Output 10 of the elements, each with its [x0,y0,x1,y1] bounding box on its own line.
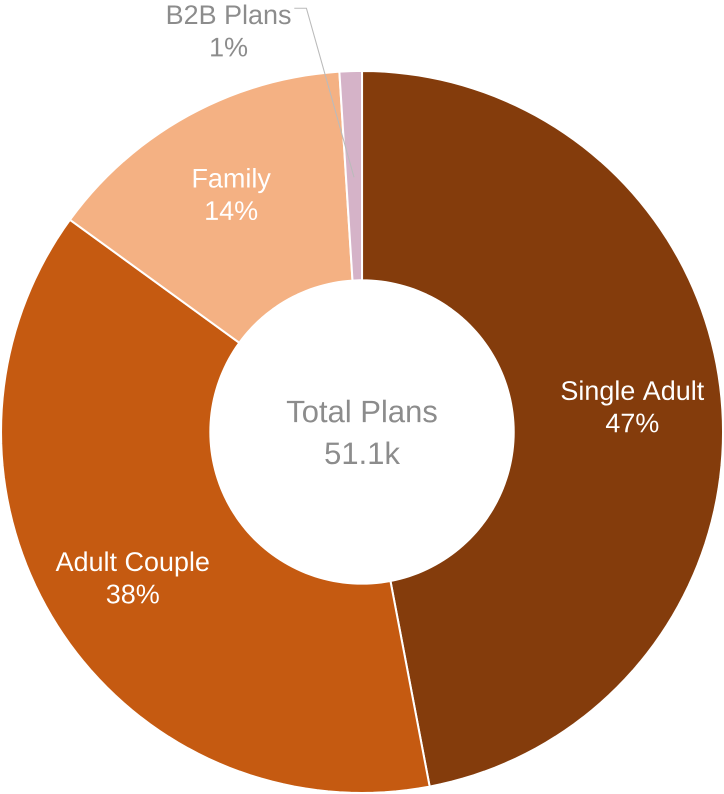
slice-label: Adult Couple [56,551,209,577]
data-label: 38% [106,584,159,604]
text: Total Plans [286,400,437,422]
data-label: 1% [211,38,248,57]
slice-label: Family [194,168,271,194]
data-label: 14% [206,201,258,220]
data-label: 47% [606,414,658,432]
slice-label: B2B Plans [168,4,290,24]
slice-label: Single Adult [562,380,704,406]
text: 51.1k [325,441,400,464]
